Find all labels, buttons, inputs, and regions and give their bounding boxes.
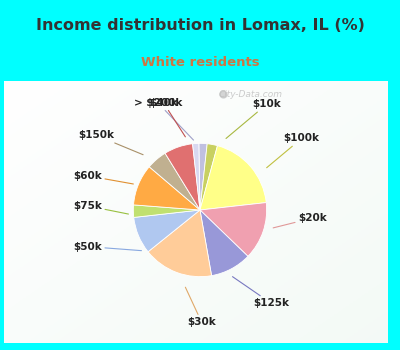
Text: $100k: $100k [267,133,320,168]
Wedge shape [199,144,207,210]
Text: $30k: $30k [185,287,216,327]
Text: $20k: $20k [273,213,326,228]
Wedge shape [134,167,200,210]
Text: $60k: $60k [74,171,133,184]
Text: $40k: $40k [149,98,185,137]
Text: City-Data.com: City-Data.com [218,90,282,99]
Wedge shape [192,144,200,210]
Wedge shape [165,144,200,210]
Text: Income distribution in Lomax, IL (%): Income distribution in Lomax, IL (%) [36,18,364,33]
Wedge shape [149,153,200,210]
Wedge shape [200,210,248,276]
Wedge shape [148,210,212,276]
Wedge shape [134,210,200,252]
Text: $50k: $50k [74,241,142,252]
Wedge shape [200,203,267,256]
Text: > $200k: > $200k [134,98,194,140]
Wedge shape [133,205,200,217]
Text: $125k: $125k [232,276,290,308]
Wedge shape [200,146,266,210]
Text: $10k: $10k [226,99,281,139]
Wedge shape [200,144,218,210]
Text: White residents: White residents [141,56,259,69]
Text: $75k: $75k [73,201,128,214]
Text: $150k: $150k [78,130,143,155]
